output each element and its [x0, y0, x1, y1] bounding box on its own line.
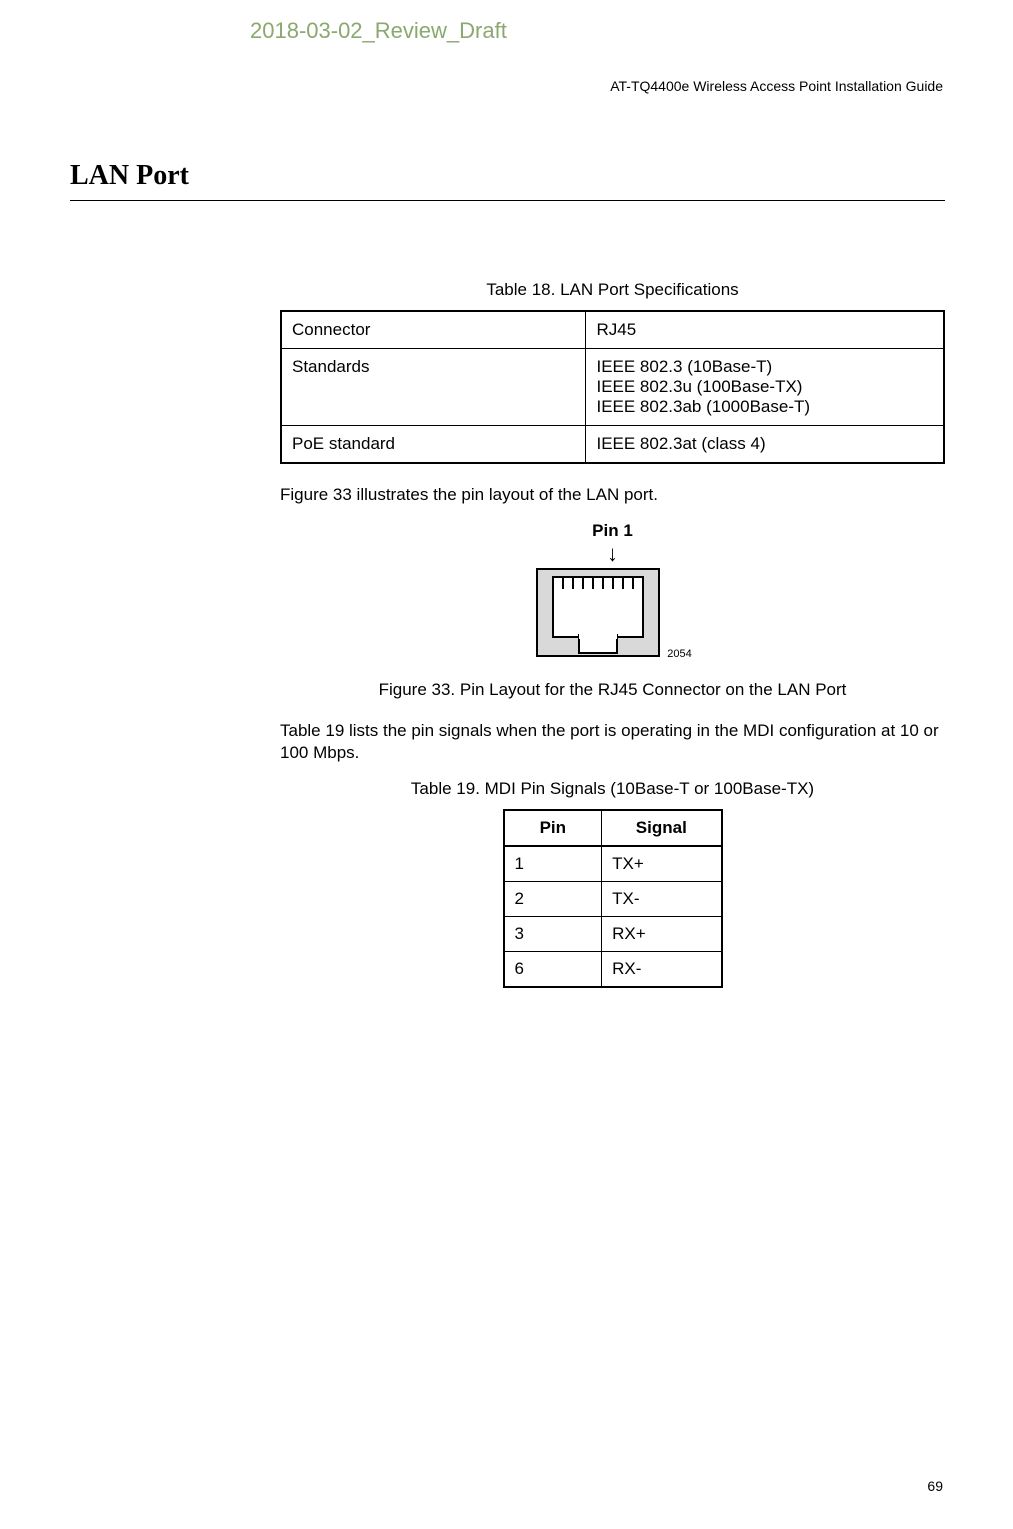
- rj45-row: 2054: [533, 565, 691, 660]
- table-row: 1 TX+: [504, 846, 722, 882]
- section-title: LAN Port: [70, 160, 189, 192]
- rj45-connector-icon: [533, 565, 663, 660]
- figure33-number: 2054: [667, 648, 691, 660]
- arrow-down-icon: ↓: [533, 543, 691, 565]
- table-cell-label: Standards: [281, 349, 586, 426]
- table-row: Standards IEEE 802.3 (10Base-T) IEEE 802…: [281, 349, 944, 426]
- table-row: 6 RX-: [504, 952, 722, 988]
- section-divider: [70, 200, 945, 201]
- paragraph-figure33-intro: Figure 33 illustrates the pin layout of …: [280, 484, 945, 506]
- rj45-connector-diagram: Pin 1 ↓ 2054: [533, 521, 691, 660]
- table-cell-signal: RX+: [602, 917, 722, 952]
- watermark: 2018-03-02_Review_Draft: [250, 18, 507, 44]
- figure33-caption: Figure 33. Pin Layout for the RJ45 Conne…: [280, 680, 945, 700]
- table-cell-value: RJ45: [586, 311, 944, 349]
- table-cell-label: Connector: [281, 311, 586, 349]
- table-cell-signal: TX+: [602, 846, 722, 882]
- table-cell-label: PoE standard: [281, 426, 586, 464]
- table19-caption: Table 19. MDI Pin Signals (10Base-T or 1…: [280, 779, 945, 799]
- content-area: Table 18. LAN Port Specifications Connec…: [280, 280, 945, 988]
- table-header-pin: Pin: [504, 810, 602, 846]
- table-cell-pin: 1: [504, 846, 602, 882]
- table19: Pin Signal 1 TX+ 2 TX- 3 RX+ 6 RX-: [503, 809, 723, 988]
- paragraph-table19-intro: Table 19 lists the pin signals when the …: [280, 720, 945, 764]
- table-cell-pin: 6: [504, 952, 602, 988]
- table-cell-value: IEEE 802.3 (10Base-T) IEEE 802.3u (100Ba…: [586, 349, 944, 426]
- header-guide-title: AT-TQ4400e Wireless Access Point Install…: [610, 78, 943, 94]
- table-cell-signal: RX-: [602, 952, 722, 988]
- table18-caption: Table 18. LAN Port Specifications: [280, 280, 945, 300]
- table-cell-value: IEEE 802.3at (class 4): [586, 426, 944, 464]
- table-header-row: Pin Signal: [504, 810, 722, 846]
- table-cell-signal: TX-: [602, 882, 722, 917]
- figure33: Pin 1 ↓ 2054: [280, 521, 945, 665]
- table-cell-pin: 3: [504, 917, 602, 952]
- table-row: 3 RX+: [504, 917, 722, 952]
- pin1-label: Pin 1: [533, 521, 691, 541]
- table18: Connector RJ45 Standards IEEE 802.3 (10B…: [280, 310, 945, 464]
- table-row: PoE standard IEEE 802.3at (class 4): [281, 426, 944, 464]
- page-number: 69: [927, 1478, 943, 1494]
- table-cell-pin: 2: [504, 882, 602, 917]
- table-row: 2 TX-: [504, 882, 722, 917]
- table-row: Connector RJ45: [281, 311, 944, 349]
- table-header-signal: Signal: [602, 810, 722, 846]
- table19-wrapper: Pin Signal 1 TX+ 2 TX- 3 RX+ 6 RX-: [280, 809, 945, 988]
